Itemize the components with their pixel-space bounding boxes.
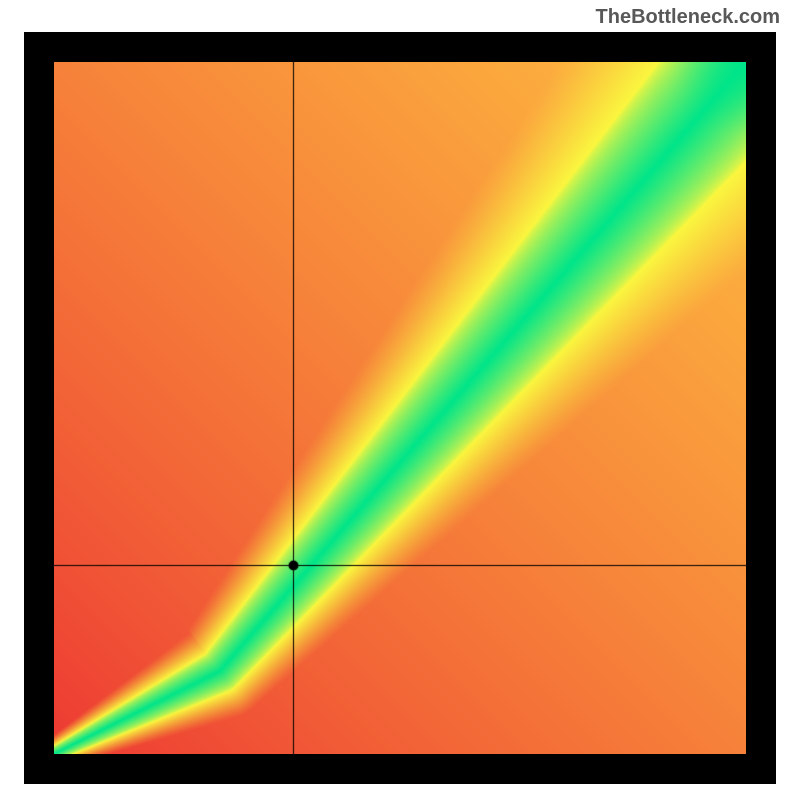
watermark-text: TheBottleneck.com [596, 6, 780, 29]
heatmap-canvas [54, 62, 746, 754]
chart-container: TheBottleneck.com [0, 0, 800, 800]
heatmap-plot [54, 62, 746, 754]
chart-frame [24, 32, 776, 784]
